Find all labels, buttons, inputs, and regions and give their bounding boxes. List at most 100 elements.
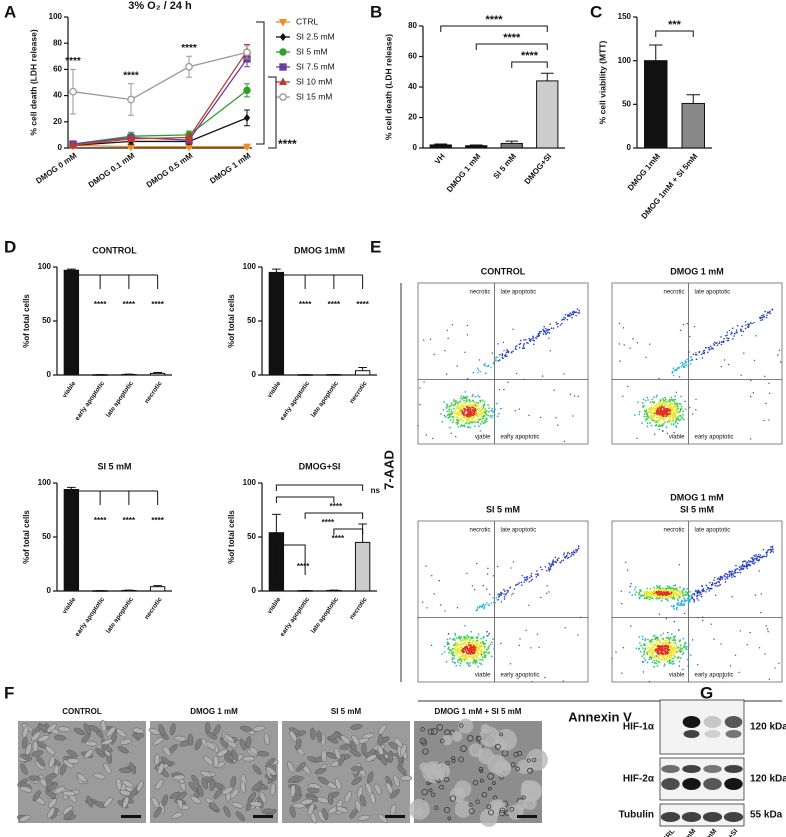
x-tick-label: SI 5 mM (492, 152, 519, 181)
event-dot (486, 588, 488, 590)
bar (149, 372, 166, 376)
event-dot (530, 572, 533, 575)
blot-band (724, 716, 743, 728)
event-dot (466, 646, 469, 649)
event-dot (477, 665, 479, 668)
event-dot (682, 413, 685, 416)
event-dot (552, 563, 554, 566)
event-dot (519, 339, 522, 342)
event-dot (651, 398, 654, 401)
event-dot (474, 644, 477, 647)
event-dot (654, 419, 657, 422)
event-dot (664, 650, 667, 653)
event-dot (674, 403, 676, 406)
event-dot (541, 568, 543, 571)
event-dot (512, 592, 514, 595)
cell (487, 772, 494, 780)
event-dot (455, 421, 458, 424)
event-dot (708, 347, 710, 349)
flow-x-label: Annexin V (568, 709, 632, 724)
event-dot (688, 594, 691, 597)
event-dot (512, 561, 515, 563)
event-dot (466, 418, 468, 421)
event-dot (460, 654, 463, 657)
chart-title: CONTROL (92, 245, 137, 255)
event-dot (649, 596, 651, 599)
event-dot (532, 337, 535, 339)
event-dot (681, 417, 683, 420)
event-dot (545, 332, 548, 335)
event-dot (676, 368, 678, 370)
quadrant-label: early apoptotic (695, 435, 734, 441)
event-dot (482, 637, 485, 639)
event-dot (685, 364, 688, 367)
event-dot (520, 436, 522, 438)
event-dot (665, 597, 667, 600)
bar (121, 373, 137, 376)
cell (291, 793, 303, 802)
event-dot (650, 638, 653, 641)
event-dot (482, 404, 485, 407)
event-dot (649, 407, 651, 410)
event-dot (659, 654, 662, 657)
event-dot (527, 342, 529, 345)
event-dot (484, 654, 487, 657)
event-dot (740, 330, 742, 332)
event-dot (459, 664, 461, 667)
y-tick-label: 100 (618, 56, 632, 65)
event-dot (474, 419, 477, 422)
event-dot (655, 584, 658, 587)
event-dot (450, 404, 453, 406)
event-dot (671, 646, 673, 649)
event-dot (744, 564, 746, 567)
event-dot (468, 652, 471, 654)
cell (31, 731, 41, 742)
event-dot (646, 661, 649, 664)
event-dot (650, 649, 653, 651)
event-dot (645, 593, 648, 596)
event-dot (466, 572, 468, 575)
event-dot (703, 590, 705, 592)
micrograph-label: SI 5 mM (331, 707, 362, 716)
event-dot (683, 600, 686, 602)
event-dot (530, 575, 533, 578)
event-dot (673, 648, 675, 651)
event-dot (496, 599, 499, 601)
event-dot (659, 412, 662, 415)
event-dot (655, 595, 657, 597)
event-dot (680, 405, 683, 408)
event-dot (665, 404, 668, 406)
event-dot (685, 646, 688, 648)
event-dot (720, 341, 723, 344)
cell (492, 801, 504, 813)
event-dot (671, 416, 674, 419)
event-dot (778, 662, 780, 665)
event-dot (479, 412, 482, 414)
event-dot (708, 590, 711, 592)
event-dot (447, 413, 450, 416)
event-dot (480, 653, 483, 656)
cell (83, 749, 94, 759)
event-dot (649, 408, 652, 411)
event-dot (659, 400, 662, 402)
event-dot (680, 395, 682, 398)
event-dot (529, 340, 532, 343)
event-dot (722, 675, 725, 678)
event-dot (483, 605, 486, 608)
event-dot (672, 596, 675, 599)
event-dot (560, 560, 563, 562)
event-dot (523, 576, 526, 579)
cell (365, 754, 377, 762)
bracket (304, 512, 364, 519)
event-dot (761, 556, 764, 559)
event-dot (469, 642, 472, 645)
cell (374, 783, 382, 795)
event-dot (685, 648, 688, 651)
event-dot (535, 336, 537, 339)
cell (46, 807, 56, 819)
event-dot (569, 312, 571, 314)
event-dot (736, 568, 739, 570)
event-dot (693, 592, 696, 595)
event-dot (512, 350, 514, 352)
event-dot (771, 546, 774, 549)
